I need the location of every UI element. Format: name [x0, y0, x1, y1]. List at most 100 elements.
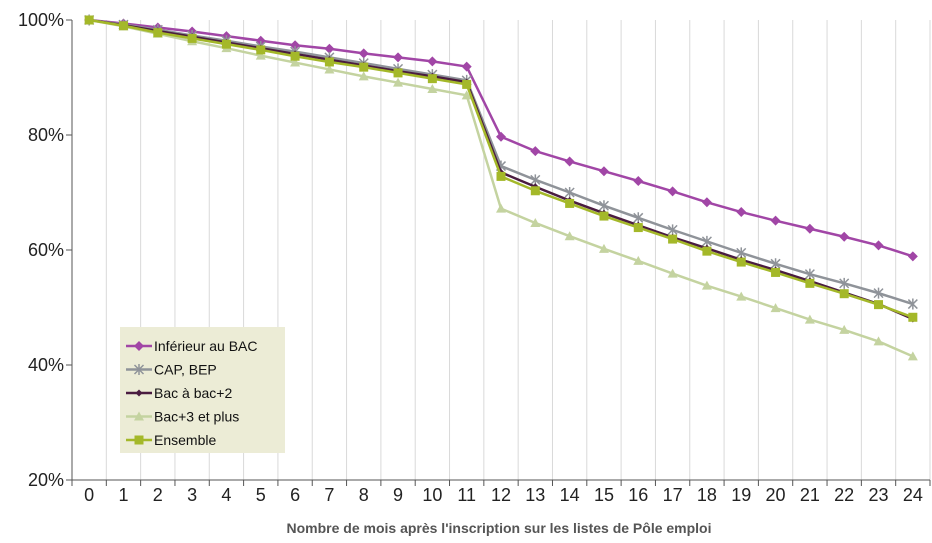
data-point — [290, 57, 301, 67]
data-point — [496, 171, 506, 181]
data-point — [633, 255, 644, 265]
x-tick-label: 4 — [221, 485, 231, 505]
data-point — [667, 224, 678, 236]
y-tick-label: 60% — [28, 240, 64, 260]
axes: 20%40%60%80%100%0 1 2 3 4 5 6 7 8 9 10 11 12 13 14 15 16… — [18, 10, 931, 505]
x-tick-label: 6 — [290, 485, 300, 505]
x-tick-label: 9 — [393, 485, 403, 505]
data-point — [839, 277, 850, 289]
legend-marker — [134, 411, 144, 421]
data-point — [804, 223, 815, 234]
data-point — [907, 251, 918, 262]
data-point — [530, 186, 540, 196]
data-point — [667, 186, 678, 197]
data-point — [770, 215, 781, 226]
x-tick-label: 22 — [834, 485, 854, 505]
data-point — [187, 33, 197, 43]
data-point — [598, 166, 609, 177]
legend-item: Bac+3 et plus — [126, 409, 239, 425]
grid — [105, 20, 931, 480]
data-point — [668, 234, 678, 244]
data-point — [359, 62, 369, 72]
y-tick-label: 100% — [18, 10, 64, 30]
data-point — [908, 312, 918, 322]
x-tick-label: 8 — [359, 485, 369, 505]
x-tick-label: 21 — [800, 485, 820, 505]
data-point — [393, 77, 404, 87]
data-point — [907, 351, 918, 361]
x-tick-label: 7 — [324, 485, 334, 505]
series-layer — [84, 14, 918, 361]
x-tick-label: 10 — [422, 485, 442, 505]
data-point — [564, 187, 575, 198]
x-tick-label: 23 — [869, 485, 889, 505]
data-point — [804, 314, 815, 324]
data-point — [255, 50, 266, 60]
data-point — [667, 268, 678, 278]
data-point — [221, 39, 231, 49]
x-tick-label: 15 — [594, 485, 614, 505]
legend-item: Bac à bac+2 — [126, 385, 232, 401]
data-point — [461, 61, 472, 72]
data-point — [873, 336, 884, 346]
data-point — [84, 15, 94, 25]
data-point — [873, 240, 884, 251]
data-point — [290, 51, 300, 61]
x-tick-label: 17 — [663, 485, 683, 505]
legend-marker — [133, 364, 145, 375]
data-point — [599, 211, 609, 221]
data-point — [358, 71, 369, 81]
x-tick-label: 13 — [525, 485, 545, 505]
data-point — [771, 267, 781, 277]
legend-marker — [135, 389, 143, 397]
data-point — [290, 40, 301, 51]
legend-label: Bac à bac+2 — [154, 385, 232, 401]
data-point — [565, 198, 575, 208]
legend-marker — [134, 435, 144, 445]
x-tick-label: 5 — [256, 485, 266, 505]
x-tick-label: 14 — [560, 485, 580, 505]
data-point — [701, 280, 712, 290]
data-point — [118, 21, 128, 31]
data-point — [393, 68, 403, 78]
x-tick-label: 1 — [118, 485, 128, 505]
data-point — [598, 243, 609, 253]
legend: Inférieur au BAC CAP, BEP Bac à bac+2 Bac+3… — [120, 327, 285, 453]
x-tick-label: 24 — [903, 485, 923, 505]
x-tick-label: 18 — [697, 485, 717, 505]
data-point — [873, 287, 884, 299]
data-point — [736, 207, 747, 218]
x-tick-label: 0 — [84, 485, 94, 505]
data-point — [530, 217, 541, 227]
data-point — [874, 300, 884, 310]
x-tick-label: 3 — [187, 485, 197, 505]
data-point — [462, 79, 472, 89]
data-point — [427, 84, 438, 93]
data-point — [324, 64, 335, 74]
x-tick-label: 2 — [153, 485, 163, 505]
data-point — [701, 197, 712, 208]
x-tick-label: 12 — [491, 485, 511, 505]
data-point — [427, 56, 438, 67]
data-point — [461, 90, 472, 100]
legend-label: Bac+3 et plus — [154, 409, 239, 425]
data-point — [324, 57, 334, 67]
x-tick-label: 20 — [766, 485, 786, 505]
legend-item: Inférieur au BAC — [126, 338, 258, 354]
series-line — [88, 18, 914, 358]
legend-marker — [134, 341, 144, 351]
legend-item: Ensemble — [126, 432, 216, 448]
data-point — [530, 146, 541, 157]
data-point — [839, 289, 849, 299]
data-point — [770, 303, 781, 313]
data-point — [805, 278, 815, 288]
data-point — [839, 324, 850, 334]
x-axis-title: Nombre de mois après l'inscription sur l… — [286, 520, 711, 536]
series-5 — [84, 15, 918, 322]
y-tick-label: 20% — [28, 470, 64, 490]
data-point — [839, 231, 850, 242]
data-point — [153, 28, 163, 38]
x-tick-label: 11 — [457, 485, 476, 505]
